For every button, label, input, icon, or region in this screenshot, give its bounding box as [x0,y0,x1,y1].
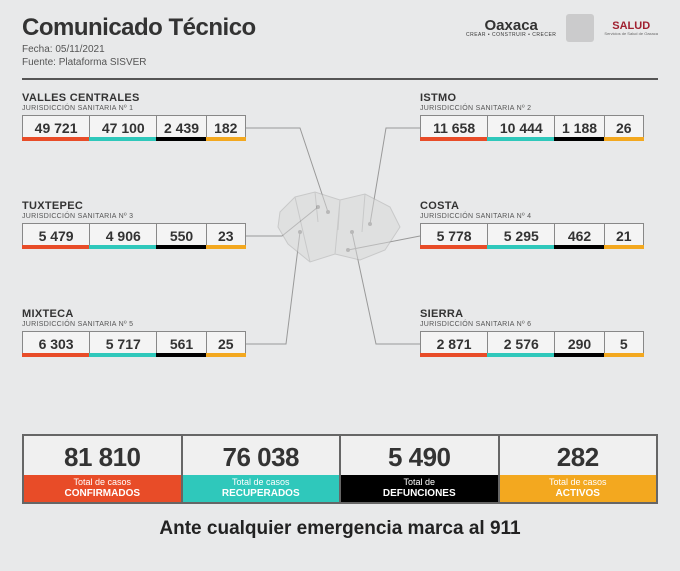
oaxaca-logo: Oaxaca CREAR • CONSTRUIR • CRECER [466,18,556,38]
region-sub: JURISDICCIÓN SANITARIA Nº 6 [420,321,644,328]
cell-defunciones: 1 188 [554,115,603,141]
cell-confirmados: 6 303 [22,331,89,357]
cell-recuperados: 4 906 [89,223,156,249]
total-cell: 81 810Total de casosCONFIRMADOS [24,436,183,502]
cell-defunciones: 561 [156,331,205,357]
logos: Oaxaca CREAR • CONSTRUIR • CRECER SALUD … [466,14,658,42]
header-left: Comunicado Técnico Fecha: 05/11/2021 Fue… [22,14,466,68]
salud-logo: SALUD Servicios de Salud de Oaxaca [604,21,658,36]
region-cells: 6 3035 71756125 [22,331,246,357]
region-cells: 2 8712 5762905 [420,331,644,357]
region-sub: JURISDICCIÓN SANITARIA Nº 3 [22,213,246,220]
region-cells: 11 65810 4441 18826 [420,115,644,141]
cell-activos: 25 [206,331,246,357]
region-block: COSTAJURISDICCIÓN SANITARIA Nº 4 5 7785 2… [420,200,644,249]
page-title: Comunicado Técnico [22,14,466,42]
region-block: SIERRAJURISDICCIÓN SANITARIA Nº 6 2 8712 … [420,308,644,357]
region-cells: 49 72147 1002 439182 [22,115,246,141]
cell-activos: 182 [206,115,246,141]
region-cells: 5 4794 90655023 [22,223,246,249]
source-line: Fuente: Plataforma SISVER [22,57,466,68]
cell-activos: 21 [604,223,644,249]
cell-recuperados: 10 444 [487,115,554,141]
region-block: TUXTEPECJURISDICCIÓN SANITARIA Nº 3 5 479… [22,200,246,249]
total-value: 76 038 [187,442,336,473]
cell-recuperados: 47 100 [89,115,156,141]
regions-panel: VALLES CENTRALESJURISDICCIÓN SANITARIA N… [0,92,680,422]
header-divider [22,78,658,80]
cell-confirmados: 5 778 [420,223,487,249]
cell-defunciones: 2 439 [156,115,205,141]
cell-defunciones: 462 [554,223,603,249]
total-label: Total de casosACTIVOS [500,475,657,502]
total-cell: 282Total de casosACTIVOS [500,436,657,502]
date-line: Fecha: 05/11/2021 [22,44,466,55]
total-cell: 76 038Total de casosRECUPERADOS [183,436,342,502]
region-sub: JURISDICCIÓN SANITARIA Nº 1 [22,105,246,112]
region-sub: JURISDICCIÓN SANITARIA Nº 5 [22,321,246,328]
region-title: TUXTEPEC [22,200,246,212]
total-value: 5 490 [345,442,494,473]
region-block: ISTMOJURISDICCIÓN SANITARIA Nº 2 11 65810… [420,92,644,141]
cell-activos: 5 [604,331,644,357]
cell-confirmados: 11 658 [420,115,487,141]
footer-message: Ante cualquier emergencia marca al 911 [0,518,680,540]
total-value: 282 [504,442,653,473]
total-cell: 5 490Total deDEFUNCIONES [341,436,500,502]
totals-panel: 81 810Total de casosCONFIRMADOS76 038Tot… [22,434,658,504]
region-title: SIERRA [420,308,644,320]
region-title: MIXTECA [22,308,246,320]
cell-recuperados: 5 717 [89,331,156,357]
map-icon [270,182,410,272]
total-label: Total de casosCONFIRMADOS [24,475,181,502]
cell-recuperados: 2 576 [487,331,554,357]
cell-confirmados: 2 871 [420,331,487,357]
region-sub: JURISDICCIÓN SANITARIA Nº 4 [420,213,644,220]
cell-confirmados: 5 479 [22,223,89,249]
region-title: COSTA [420,200,644,212]
cell-activos: 23 [206,223,246,249]
total-label: Total de casosRECUPERADOS [183,475,340,502]
cell-recuperados: 5 295 [487,223,554,249]
region-cells: 5 7785 29546221 [420,223,644,249]
region-title: VALLES CENTRALES [22,92,246,104]
total-label: Total deDEFUNCIONES [341,475,498,502]
cell-defunciones: 550 [156,223,205,249]
region-block: VALLES CENTRALESJURISDICCIÓN SANITARIA N… [22,92,246,141]
seal-icon [566,14,594,42]
cell-activos: 26 [604,115,644,141]
cell-defunciones: 290 [554,331,603,357]
cell-confirmados: 49 721 [22,115,89,141]
total-value: 81 810 [28,442,177,473]
region-sub: JURISDICCIÓN SANITARIA Nº 2 [420,105,644,112]
header: Comunicado Técnico Fecha: 05/11/2021 Fue… [0,0,680,74]
region-title: ISTMO [420,92,644,104]
region-block: MIXTECAJURISDICCIÓN SANITARIA Nº 56 3035… [22,308,246,357]
